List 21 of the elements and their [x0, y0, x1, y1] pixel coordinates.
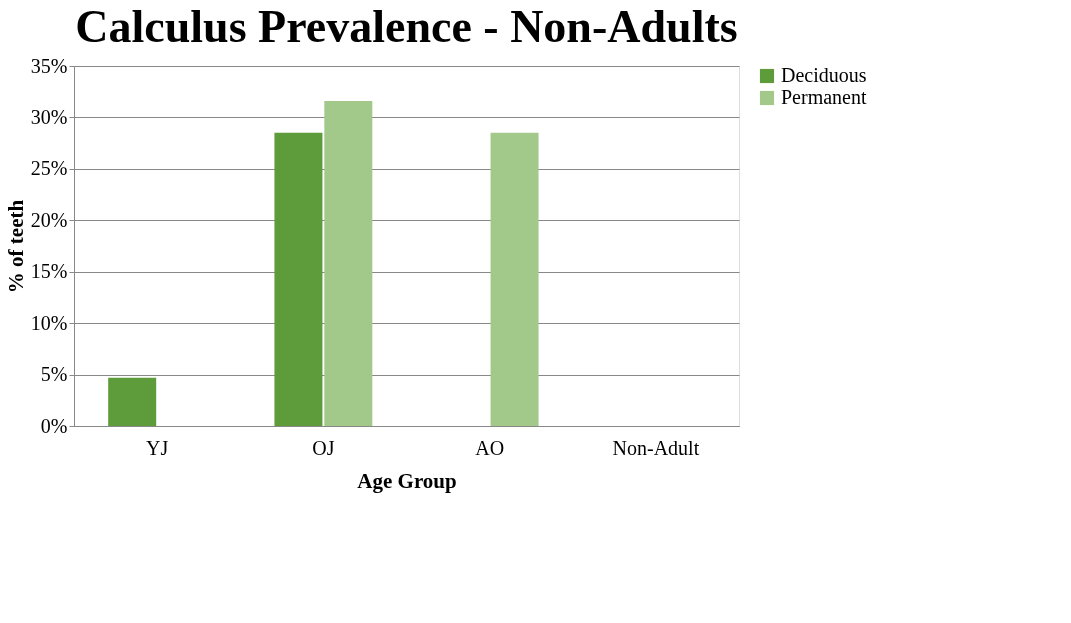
x-tick-label: YJ [146, 436, 169, 459]
y-tick-label: 10% [30, 311, 68, 334]
y-tick-label: 30% [30, 105, 68, 128]
y-tick-label: 25% [30, 157, 68, 180]
x-tick-label: AO [475, 436, 505, 459]
bar [108, 377, 157, 426]
bar [490, 132, 539, 426]
y-tick-label: 20% [30, 208, 68, 231]
bar [324, 100, 373, 426]
legend-label: Deciduous [781, 64, 867, 86]
y-tick-label: 5% [40, 363, 68, 386]
y-tick-label: 35% [30, 54, 68, 77]
y-axis-title: % of teeth [3, 199, 28, 294]
x-tick-label: Non-Adult [612, 436, 700, 459]
bar [274, 132, 323, 426]
legend-label: Permanent [781, 86, 867, 108]
x-tick-label: OJ [312, 436, 335, 459]
y-tick-label: 15% [30, 260, 68, 283]
y-tick-label: 0% [40, 414, 68, 437]
chart-title: Calculus Prevalence - Non-Adults [75, 1, 738, 52]
x-axis-title: Age Group [357, 468, 457, 493]
